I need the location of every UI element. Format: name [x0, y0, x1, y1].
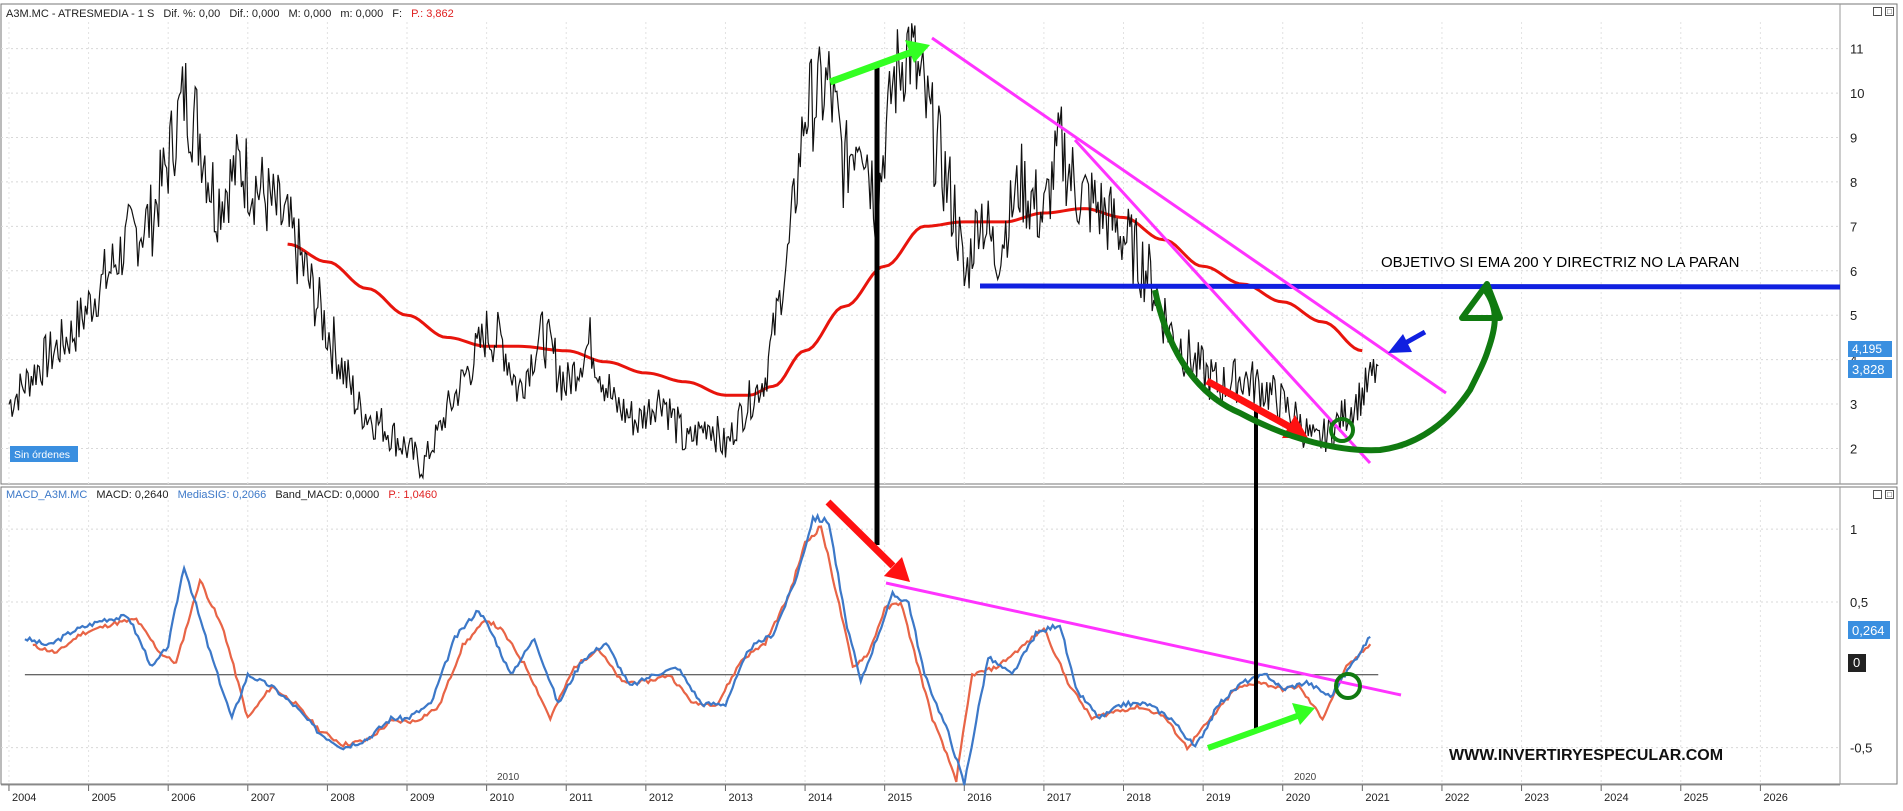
annotations [825, 36, 1841, 751]
x-tick-label: 2018 [1127, 792, 1151, 804]
macd-tick-label: -0,5 [1850, 741, 1872, 756]
macd-zero-label-bg [1848, 654, 1866, 672]
price-tick-label: 6 [1850, 264, 1857, 279]
price-tick-label: 11 [1850, 42, 1864, 57]
macd-panel-maximize-button[interactable]: □ [1885, 490, 1894, 499]
watermark: WWW.INVERTIRYESPECULAR.COM [1449, 747, 1723, 764]
price-tick-label: 7 [1850, 219, 1857, 234]
macd-line [24, 512, 1371, 786]
x-tick-label: 2006 [171, 792, 195, 804]
green-arc-target [1152, 288, 1498, 454]
x-tick-label: 2022 [1445, 792, 1469, 804]
x-tick-label: 2013 [728, 792, 752, 804]
price-panel-frame [0, 3, 1898, 485]
price-tick-label: 8 [1850, 175, 1857, 190]
price-panel-maximize-button[interactable]: □ [1885, 7, 1894, 16]
orders-badge-bg [10, 446, 78, 462]
x-tick-label: 2020 [1286, 792, 1310, 804]
decade-label-2010: 2010 [497, 772, 520, 783]
x-tick-label: 2017 [1047, 792, 1071, 804]
macd-zero-label: 0 [1853, 655, 1860, 670]
x-tick-label: 2011 [569, 792, 593, 804]
support-line [979, 283, 1841, 290]
red-arrow-macd-head [884, 557, 910, 582]
price-header: A3M.MC - ATRESMEDIA - 1 S Dif. %: 0,00 D… [6, 8, 454, 20]
price-tick-label: 9 [1850, 131, 1857, 146]
macd-header: MACD_A3M.MC MACD: 0,2640 MediaSIG: 0,206… [6, 489, 437, 501]
x-tick-label: 2019 [1206, 792, 1230, 804]
upper-value-label: 4,195 [1852, 342, 1882, 356]
price-tick-label: 2 [1850, 441, 1857, 456]
macd-y-ticks: -0,5 0,5 1 [1850, 522, 1872, 755]
macd-value-label: 0,264 [1852, 623, 1885, 638]
x-tick-label: 2008 [330, 792, 354, 804]
x-tick-label: 2007 [251, 792, 275, 804]
blue-arrow-head [1388, 334, 1412, 353]
target-annotation: OBJETIVO SI EMA 200 Y DIRECTRIZ NO LA PA… [1381, 254, 1739, 271]
decade-label-2020: 2020 [1294, 772, 1317, 783]
green-circle-macd [1334, 672, 1362, 700]
red-arrow-macd-shaft [825, 499, 896, 569]
x-tick-label: 2010 [490, 792, 514, 804]
x-tick-label: 2009 [410, 792, 434, 804]
price-line [8, 23, 1379, 480]
price-tick-label: 10 [1850, 86, 1864, 101]
date-x-ticks: 2004 2005 2006 2007 2008 2009 2010 2011 2012 2013… [8, 785, 1788, 804]
red-arrow-price-shaft [1205, 377, 1292, 431]
descending-trendline-2 [1073, 138, 1372, 465]
descending-trendline-1 [931, 36, 1447, 395]
macd-tick-label: 1 [1850, 522, 1857, 537]
green-arrow-bottom-head [1292, 703, 1315, 725]
x-tick-label: 2025 [1684, 792, 1708, 804]
x-tick-label: 2026 [1763, 792, 1787, 804]
green-circle-price [1329, 417, 1355, 443]
x-tick-label: 2014 [808, 792, 832, 804]
macd-panel-minimize-button[interactable]: _ [1873, 490, 1882, 499]
green-arrow-top-head [905, 40, 930, 63]
x-tick-label: 2004 [12, 792, 36, 804]
macd-panel-frame [0, 486, 1898, 785]
x-tick-label: 2012 [649, 792, 673, 804]
macd-value-label-bg [1848, 621, 1890, 639]
x-tick-label: 2021 [1365, 792, 1389, 804]
macd-trendline [885, 581, 1402, 697]
green-target-arrowhead [1459, 281, 1503, 321]
macd-tick-label: 0,5 [1850, 595, 1868, 610]
x-tick-label: 2023 [1525, 792, 1549, 804]
x-tick-label: 2016 [967, 792, 991, 804]
green-arrow-bottom-shaft [1206, 712, 1302, 751]
x-tick-label: 2015 [888, 792, 912, 804]
orders-badge: Sin órdenes [14, 449, 70, 461]
current-price-label: 3,828 [1852, 362, 1885, 377]
x-tick-label: 2024 [1604, 792, 1628, 804]
x-tick-label: 2005 [92, 792, 116, 804]
green-arrow-top-shaft [828, 48, 914, 86]
ema-200-line [287, 207, 1363, 397]
price-panel-minimize-button[interactable]: _ [1873, 7, 1882, 16]
current-price-label-bg [1848, 360, 1892, 378]
price-tick-label: 3 [1850, 397, 1857, 412]
upper-value-label-bg [1848, 341, 1892, 357]
price-tick-label: 5 [1850, 308, 1857, 323]
